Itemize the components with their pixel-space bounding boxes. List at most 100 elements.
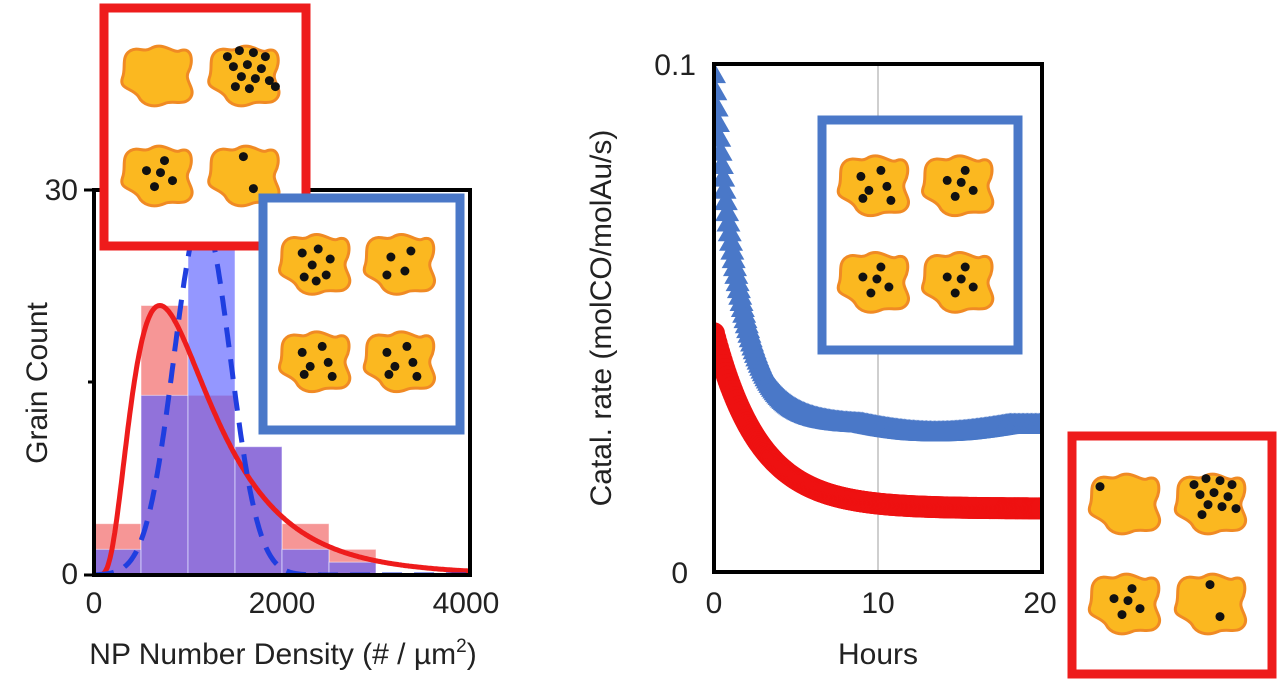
nanoparticle-dot	[1223, 492, 1233, 502]
grain	[362, 330, 437, 394]
nanoparticle-dot	[238, 152, 248, 162]
rate-markers	[714, 64, 1042, 520]
blue-data-point	[719, 229, 744, 251]
grain	[1173, 472, 1248, 536]
nanoparticle-dot	[297, 248, 307, 258]
nanoparticle-dot	[1203, 500, 1213, 510]
nanoparticle-dot	[886, 195, 896, 205]
nanoparticle-dot	[250, 74, 260, 84]
blue-data-point	[714, 79, 728, 101]
right-x-tick-20: 20	[1023, 587, 1056, 620]
nanoparticle-dot	[1231, 504, 1241, 514]
blue-data-point	[714, 95, 729, 117]
nanoparticle-dot	[864, 185, 874, 195]
blue-data-point	[717, 220, 742, 242]
y-tick-label-0: 0	[61, 558, 78, 591]
nanoparticle-dot	[270, 82, 280, 92]
grain	[277, 330, 352, 394]
blue-data-point	[1030, 412, 1042, 434]
nanoparticle-dot	[222, 52, 232, 62]
blue-data-point	[714, 189, 738, 211]
rate-chart: 0.1 0 0 10 20 Catal. rate (molCO/molAu/s…	[585, 49, 1057, 671]
nanoparticle-dot	[248, 48, 258, 58]
nanoparticle-dot	[960, 262, 970, 272]
nanoparticle-dot	[882, 181, 892, 191]
grain	[1087, 472, 1162, 536]
nanoparticle-dot	[408, 357, 418, 367]
nanoparticle-dot	[264, 76, 274, 86]
nanoparticle-dot	[1227, 480, 1237, 490]
nanoparticle-dot	[150, 182, 159, 192]
grain	[1173, 572, 1248, 636]
nanoparticle-dot	[1201, 474, 1211, 484]
blue-data-point	[714, 125, 732, 147]
nanoparticle-dot	[956, 274, 966, 284]
nanoparticle-dot	[1195, 490, 1205, 500]
nanoparticle-dot	[884, 282, 894, 292]
nanoparticle-dot	[858, 193, 868, 203]
nanoparticle-dot	[307, 260, 317, 270]
nanoparticle-dot	[321, 270, 331, 280]
inset-panels	[99, 3, 1277, 679]
inset-frame	[1067, 431, 1277, 679]
grain	[1087, 572, 1162, 636]
nanoparticle-dot	[327, 371, 337, 381]
red-inset-right	[1067, 431, 1277, 679]
blue-data-point	[714, 139, 733, 161]
blue-data-point	[714, 165, 736, 187]
blue-data-point	[714, 64, 726, 84]
nanoparticle-dot	[1117, 610, 1127, 620]
x-tick-label-2000: 2000	[249, 587, 316, 620]
nanoparticle-dot	[244, 84, 254, 94]
nanoparticle-dot	[236, 72, 246, 82]
nanoparticle-dot	[950, 288, 960, 298]
blue-data-point	[714, 177, 737, 199]
left-x-axis-label: NP Number Density (# / µm2)	[89, 636, 476, 671]
nanoparticle-dot	[1095, 482, 1105, 492]
inset-frame	[258, 193, 465, 435]
blue-data-point	[720, 238, 745, 260]
grain	[920, 250, 995, 314]
nanoparticle-dot	[384, 369, 394, 379]
nanoparticle-dot	[299, 369, 309, 379]
left-y-axis-label: Grain Count	[21, 301, 54, 463]
grain	[207, 44, 281, 108]
right-y-tick-0: 0	[671, 557, 688, 590]
blue-data-point	[715, 200, 740, 222]
x-axis-label-close: )	[467, 638, 477, 671]
nanoparticle-dot	[942, 272, 952, 282]
nanoparticle-dot	[956, 177, 966, 187]
right-x-tick-10: 10	[861, 587, 894, 620]
right-y-axis-label: Catal. rate (molCO/molAu/s)	[585, 130, 618, 507]
nanoparticle-dot	[968, 185, 978, 195]
nanoparticle-dot	[242, 60, 252, 70]
blue-inset-left	[258, 193, 465, 435]
nanoparticle-dot	[382, 270, 392, 280]
grain	[207, 144, 281, 208]
nanoparticle-dot	[386, 252, 396, 262]
nanoparticle-dot	[382, 347, 392, 357]
fit-curves	[94, 213, 470, 575]
nanoparticle-dot	[968, 282, 978, 292]
nanoparticle-dot	[876, 165, 886, 175]
blue-data-point	[714, 153, 734, 175]
nanoparticle-dot	[406, 246, 416, 256]
left-y-ticks	[84, 188, 94, 577]
nanoparticle-dot	[390, 361, 400, 371]
nanoparticle-dot	[260, 52, 270, 62]
grain	[362, 232, 437, 296]
nanoparticle-dot	[248, 184, 258, 194]
x-axis-label-main: NP Number Density (# / µm	[89, 638, 456, 671]
nanoparticle-dot	[1209, 488, 1219, 498]
nanoparticle-dot	[960, 165, 970, 175]
grain	[120, 144, 194, 208]
grain	[836, 154, 911, 218]
right-plot-frame	[712, 62, 1044, 574]
right-x-tick-0: 0	[706, 587, 723, 620]
nanoparticle-dot	[400, 266, 410, 276]
nanoparticle-dot	[1135, 604, 1145, 614]
nanoparticle-dot	[168, 176, 177, 186]
nanoparticle-dot	[230, 82, 240, 92]
nanoparticle-dot	[325, 254, 335, 264]
